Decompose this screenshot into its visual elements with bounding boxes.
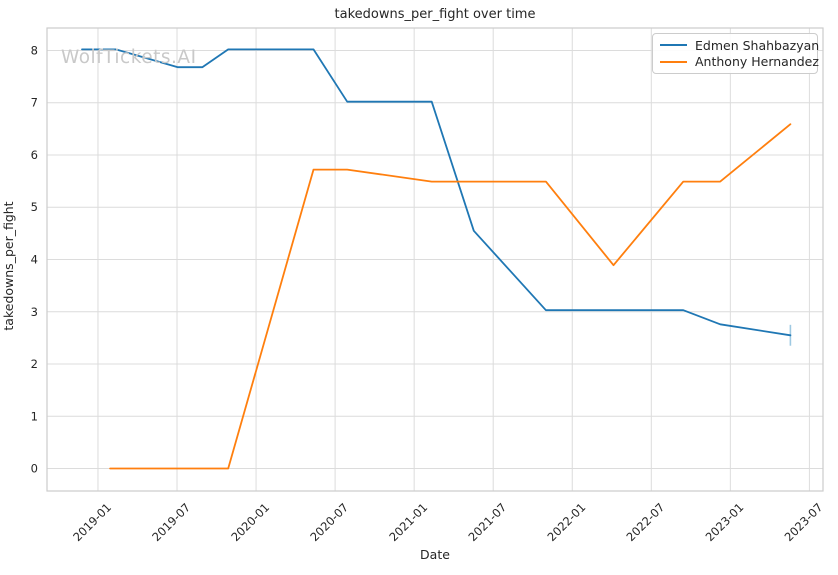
y-tick-label: 5 bbox=[31, 200, 38, 214]
x-tick-label: 2019-01 bbox=[70, 500, 114, 544]
y-tick-label: 8 bbox=[31, 43, 38, 57]
line-anthony-hernandez bbox=[109, 123, 792, 470]
x-tick-label: 2021-01 bbox=[386, 500, 430, 544]
y-tick-label: 6 bbox=[31, 148, 38, 162]
x-tick-label: 2023-01 bbox=[703, 500, 747, 544]
legend-label: Anthony Hernandez bbox=[695, 54, 819, 70]
x-tick-label: 2019-07 bbox=[149, 500, 193, 544]
watermark: WolfTickets.AI bbox=[61, 47, 197, 68]
legend: Edmen Shahbazyan Anthony Hernandez bbox=[652, 33, 819, 74]
legend-item-anthony-hernandez: Anthony Hernandez bbox=[660, 54, 819, 69]
x-tick-label: 2020-01 bbox=[228, 500, 272, 544]
x-tick-label: 2022-07 bbox=[624, 500, 668, 544]
y-tick-label: 1 bbox=[31, 409, 38, 423]
y-tick-label: 7 bbox=[31, 96, 38, 110]
x-axis-label: Date bbox=[420, 547, 450, 562]
legend-item-edmen-shahbazyan: Edmen Shahbazyan bbox=[660, 38, 819, 53]
y-tick-label: 0 bbox=[31, 462, 38, 476]
legend-line-sample bbox=[660, 60, 687, 63]
x-tick-label: 2023-07 bbox=[782, 500, 826, 544]
legend-line-sample bbox=[660, 44, 687, 47]
x-tick-label: 2022-01 bbox=[544, 500, 588, 544]
legend-label: Edmen Shahbazyan bbox=[695, 37, 820, 53]
y-tick-label: 4 bbox=[31, 253, 38, 267]
line-edmen-shahbazyan bbox=[81, 48, 792, 337]
axes-border bbox=[46, 27, 824, 492]
y-tick-label: 2 bbox=[31, 357, 38, 371]
x-tick-label: 2021-07 bbox=[465, 500, 509, 544]
chart-title: takedowns_per_fight over time bbox=[334, 7, 536, 22]
y-tick-label: 3 bbox=[31, 305, 38, 319]
y-axis-label: takedowns_per_fight bbox=[1, 201, 16, 331]
x-tick-label: 2020-07 bbox=[307, 500, 351, 544]
